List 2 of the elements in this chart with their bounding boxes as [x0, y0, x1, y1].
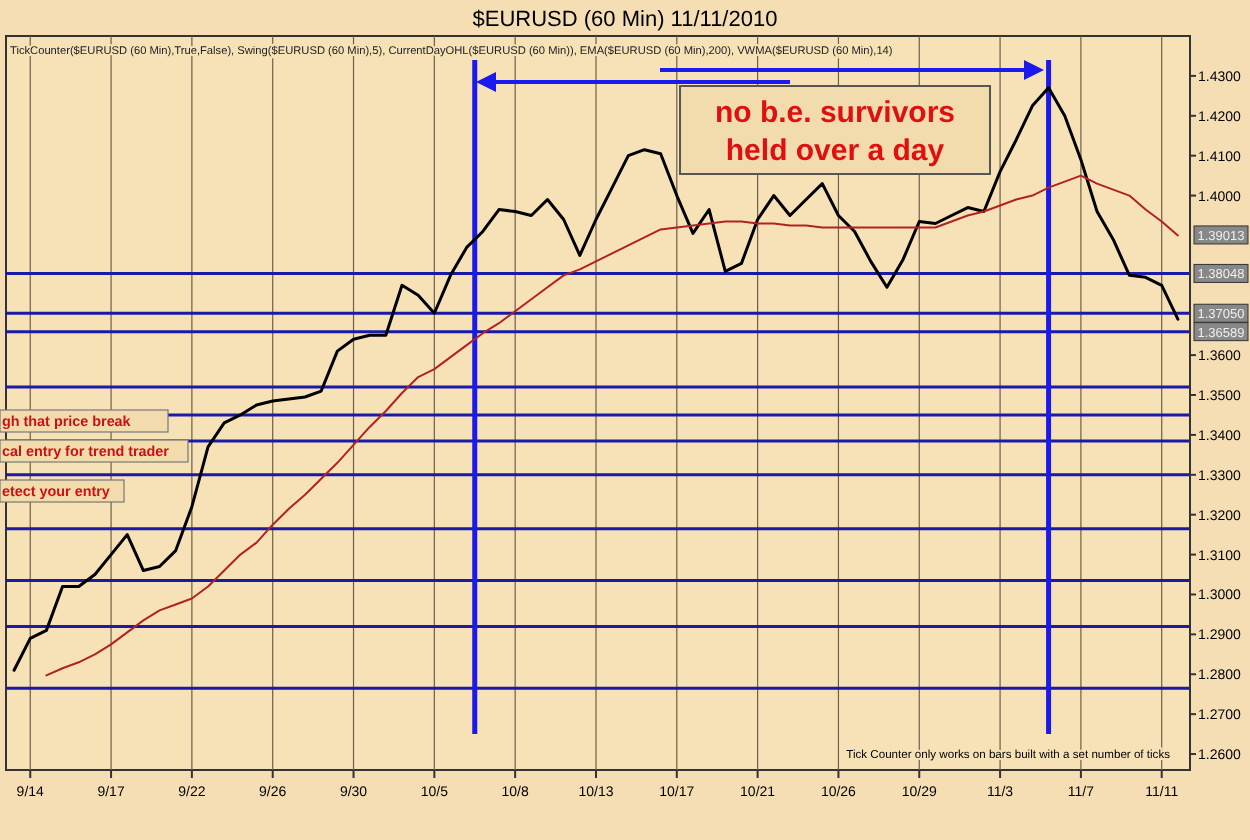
chart-title: $EURUSD (60 Min) 11/11/2010	[472, 8, 778, 32]
annotation: no b.e. survivors held over a day	[714, 96, 956, 168]
